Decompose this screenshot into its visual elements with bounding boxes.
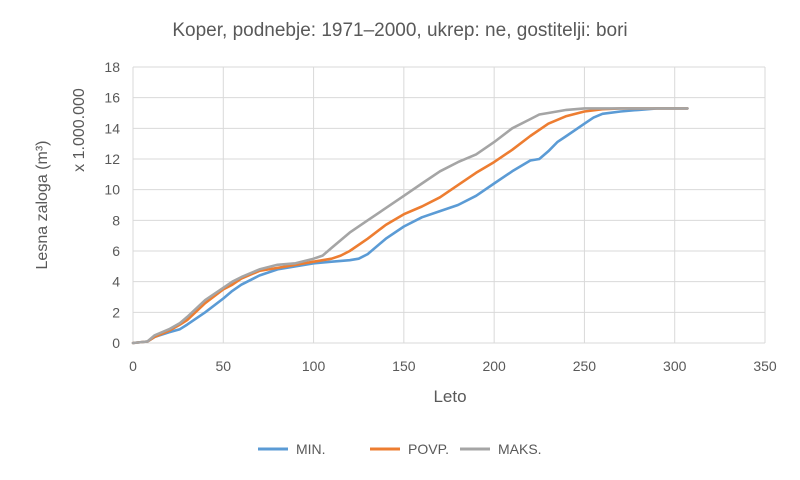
- y-axis-multiplier-label: x 1.000.000: [71, 88, 88, 172]
- chart-title: Koper, podnebje: 1971–2000, ukrep: ne, g…: [172, 20, 627, 41]
- series-line-min: [131, 107, 689, 345]
- x-tick-label: 300: [663, 358, 687, 374]
- legend-label: MIN.: [296, 441, 326, 457]
- y-tick-label: 4: [112, 274, 120, 290]
- x-axis-label: Leto: [433, 387, 466, 406]
- series-lines: [131, 107, 689, 345]
- x-tick-label: 350: [753, 358, 777, 374]
- x-tick-label: 0: [129, 358, 137, 374]
- x-tick-labels: 0 50 100 150 200 250 300 350: [129, 358, 777, 374]
- y-tick-label: 8: [112, 212, 120, 228]
- y-tick-label: 2: [112, 304, 120, 320]
- x-tick-label: 100: [302, 358, 326, 374]
- legend: MIN. POVP. MAKS.: [258, 441, 542, 457]
- y-tick-label: 10: [104, 182, 120, 198]
- x-tick-label: 200: [482, 358, 506, 374]
- legend-label: POVP.: [408, 441, 449, 457]
- y-tick-label: 14: [104, 120, 120, 136]
- y-tick-label: 16: [104, 90, 120, 106]
- series-line-maks: [131, 107, 689, 345]
- y-axis-label: Lesna zaloga (m³): [34, 141, 51, 270]
- y-tick-label: 18: [104, 59, 120, 75]
- y-tick-labels: 0 2 4 6 8 10 12 14 16 18: [104, 59, 120, 351]
- x-tick-label: 150: [392, 358, 416, 374]
- series-line-povp: [131, 107, 689, 345]
- y-tick-label: 0: [112, 335, 120, 351]
- x-tick-label: 250: [573, 358, 597, 374]
- y-tick-label: 12: [104, 151, 120, 167]
- x-tick-label: 50: [215, 358, 231, 374]
- y-tick-label: 6: [112, 243, 120, 259]
- legend-label: MAKS.: [498, 441, 542, 457]
